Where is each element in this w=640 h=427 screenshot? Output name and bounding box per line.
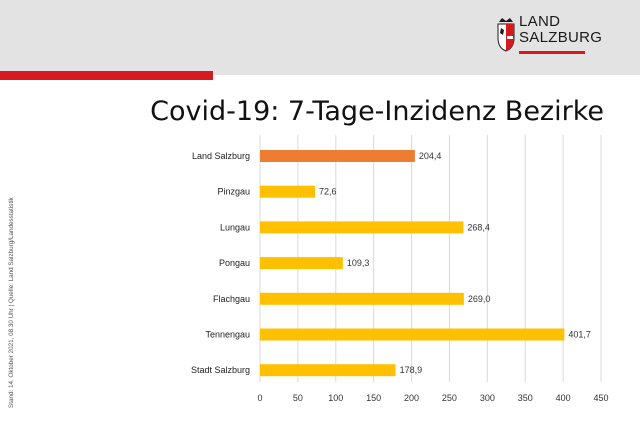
- data-label: 109,3: [347, 258, 370, 268]
- x-tick-label: 50: [293, 393, 303, 403]
- x-tick-label: 400: [556, 393, 571, 403]
- category-label: Pinzgau: [217, 187, 250, 197]
- header-accent-line: [0, 71, 213, 80]
- logo-text: LAND SALZBURG: [519, 14, 602, 46]
- coat-of-arms-icon: [497, 18, 515, 52]
- bar: [260, 328, 565, 341]
- x-tick-label: 0: [257, 393, 262, 403]
- bar: [260, 292, 464, 305]
- logo-line-1: LAND: [519, 13, 561, 30]
- data-label: 204,4: [419, 151, 442, 161]
- x-tick-label: 250: [442, 393, 457, 403]
- bar: [260, 257, 343, 270]
- category-label: Land Salzburg: [192, 151, 250, 161]
- logo-underline: [519, 51, 585, 54]
- category-label: Stadt Salzburg: [191, 365, 250, 375]
- chart-title: Covid-19: 7-Tage-Inzidenz Bezirke: [150, 96, 604, 127]
- bar-chart: Land Salzburg Pinzgau Lungau Pongau Flachgau…: [191, 135, 609, 403]
- land-salzburg-logo: LAND SALZBURG: [497, 14, 612, 58]
- category-label: Flachgau: [213, 294, 250, 304]
- x-tick-label: 200: [404, 393, 419, 403]
- data-label: 72,6: [319, 187, 337, 197]
- x-tick-label: 150: [366, 393, 381, 403]
- bars: [260, 150, 565, 377]
- header-band: [0, 0, 640, 75]
- category-label: Pongau: [219, 258, 250, 268]
- bar: [260, 221, 464, 234]
- x-axis-ticks: 0 50 100 150 200 250 300 350 400 450: [257, 393, 608, 403]
- category-label: Tennengau: [205, 330, 250, 340]
- x-tick-label: 100: [328, 393, 343, 403]
- data-label: 401,7: [568, 330, 591, 340]
- x-tick-label: 350: [518, 393, 533, 403]
- logo-line-2: SALZBURG: [519, 29, 603, 46]
- data-label: 178,9: [400, 365, 423, 375]
- x-tick-label: 450: [593, 393, 608, 403]
- bar: [260, 364, 396, 377]
- category-labels: Land Salzburg Pinzgau Lungau Pongau Flachgau…: [191, 151, 250, 375]
- data-label: 268,4: [467, 222, 490, 232]
- data-label: 269,0: [468, 294, 491, 304]
- x-tick-label: 300: [480, 393, 495, 403]
- category-label: Lungau: [220, 222, 250, 232]
- bar: [260, 185, 316, 198]
- bar: [260, 150, 415, 162]
- value-labels: 204,4 72,6 268,4 109,3 269,0 401,7 178,9: [319, 151, 591, 375]
